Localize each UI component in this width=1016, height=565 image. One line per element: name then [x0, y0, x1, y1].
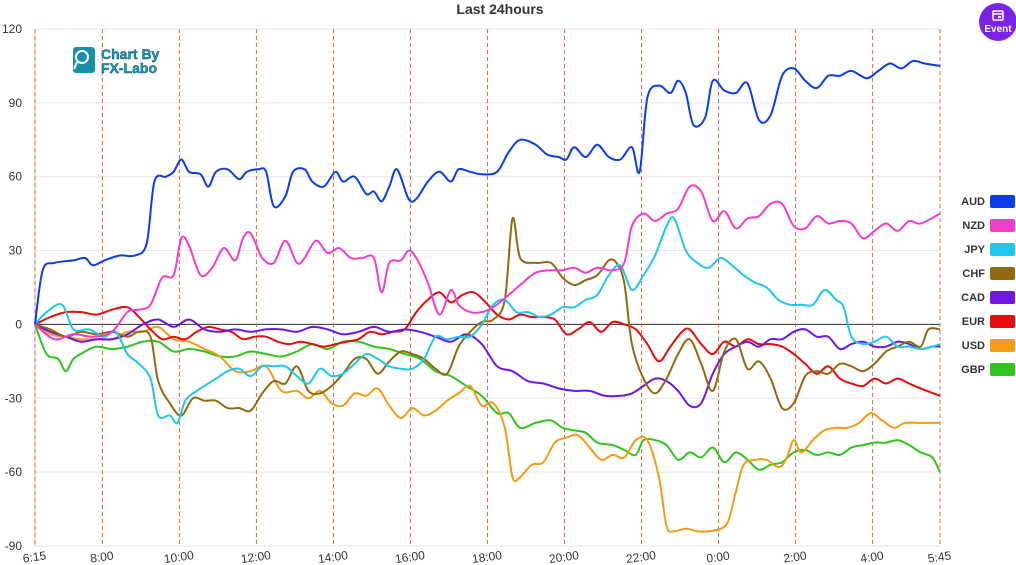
legend-swatch-usd[interactable] [990, 339, 1015, 352]
legend-label-nzd: NZD [962, 220, 985, 232]
legend-swatch-cad[interactable] [990, 291, 1015, 304]
y-tick-label: 60 [9, 170, 23, 184]
x-tick-label: 0:00 [705, 548, 730, 565]
grid [34, 28, 941, 547]
legend-swatch-gbp[interactable] [990, 363, 1015, 376]
legend-label-jpy: JPY [964, 244, 985, 256]
x-tick-label: 20:00 [548, 548, 580, 565]
logo-icon [73, 47, 95, 73]
legend-swatch-nzd[interactable] [990, 219, 1015, 232]
y-tick-label: 30 [9, 244, 23, 258]
x-tick-label: 22:00 [625, 548, 657, 565]
series-line-cad [34, 318, 941, 409]
logo: Chart By FX-Labo [73, 46, 160, 76]
legend-label-gbp: GBP [961, 364, 985, 376]
x-tick-label: 2:00 [782, 548, 807, 565]
x-tick-label: 4:00 [860, 548, 885, 565]
legend: AUD NZD JPY CHF CAD EUR USD GBP [961, 195, 1015, 376]
x-tick-label: 12:00 [240, 548, 272, 565]
legend-swatch-eur[interactable] [990, 315, 1015, 328]
chart-title: Last 24hours [456, 1, 543, 17]
legend-label-aud: AUD [961, 196, 985, 208]
series-layer [34, 59, 941, 533]
axes: 120 90 60 30 0 -30 -60 -906:15 8:00 10:00 12:00 14:… [2, 22, 952, 565]
x-tick-label: 14:00 [317, 548, 349, 565]
calendar-icon [992, 10, 1004, 21]
legend-label-chf: CHF [962, 268, 985, 280]
x-tick-label: 18:00 [471, 548, 503, 565]
logo-line1: Chart By [101, 46, 160, 62]
series-line-nzd [34, 184, 941, 341]
legend-label-usd: USD [962, 340, 985, 352]
y-tick-label: -30 [5, 391, 23, 405]
legend-swatch-jpy[interactable] [990, 243, 1015, 256]
series-line-gbp [34, 324, 941, 473]
y-tick-label: 120 [2, 22, 22, 36]
y-tick-label: -60 [5, 465, 23, 479]
series-line-usd [34, 323, 941, 533]
series-line-aud [34, 59, 941, 325]
y-tick-label: 0 [15, 317, 22, 331]
x-tick-label: 5:45 [927, 548, 952, 565]
event-button[interactable]: Event [979, 3, 1016, 41]
magnifier-icon [75, 50, 89, 64]
legend-swatch-chf[interactable] [990, 267, 1015, 280]
x-tick-label: 6:15 [22, 548, 47, 565]
event-label: Event [984, 24, 1012, 35]
y-tick-label: -90 [5, 539, 23, 553]
series-line-jpy [34, 216, 941, 425]
series-line-eur [34, 291, 941, 397]
x-tick-label: 10:00 [163, 548, 195, 565]
x-tick-label: 16:00 [394, 548, 426, 565]
legend-swatch-aud[interactable] [990, 195, 1015, 208]
logo-line2: FX-Labo [101, 60, 157, 76]
legend-label-cad: CAD [961, 292, 985, 304]
y-tick-label: 90 [9, 96, 23, 110]
legend-label-eur: EUR [962, 316, 985, 328]
x-tick-label: 8:00 [89, 548, 114, 565]
